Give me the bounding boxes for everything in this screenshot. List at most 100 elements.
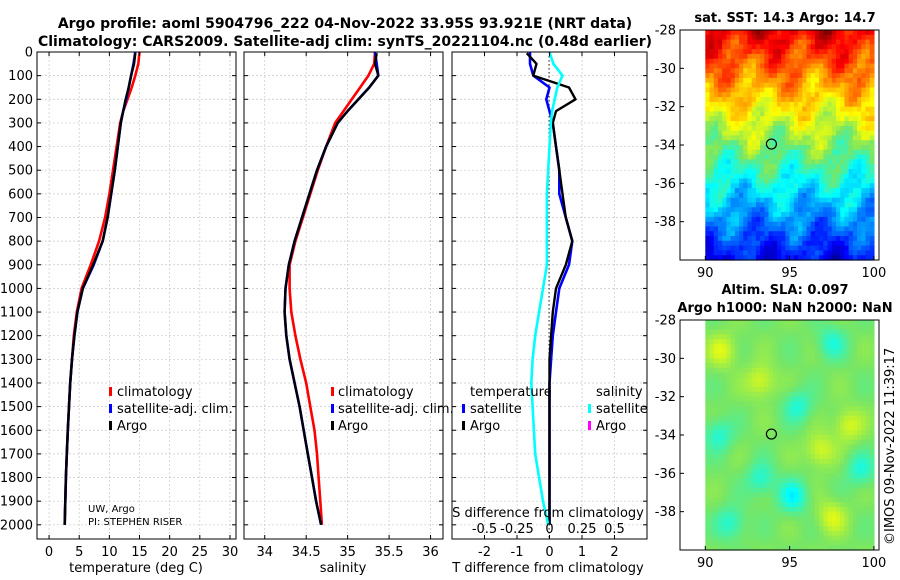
map-cell — [865, 339, 871, 345]
map-cell — [755, 135, 761, 141]
map-cell — [772, 140, 778, 146]
map-cell — [713, 111, 719, 117]
map-cell — [785, 339, 791, 345]
map-cell — [760, 30, 765, 36]
map-cell — [823, 339, 829, 345]
map-cell — [751, 240, 757, 247]
map-cell — [760, 135, 765, 141]
map-cell — [726, 58, 732, 65]
map-cell — [764, 197, 770, 204]
map-cell — [785, 221, 791, 228]
map-cell — [840, 492, 846, 498]
map-cell — [865, 329, 871, 335]
map-cell — [827, 377, 833, 383]
map-cell — [734, 101, 740, 108]
map-cell — [806, 530, 812, 537]
map-cell — [848, 236, 854, 242]
map-cell — [789, 449, 795, 455]
map-cell — [726, 121, 732, 127]
map-cell — [831, 329, 837, 335]
map-cell — [857, 458, 862, 465]
map-cell — [848, 411, 854, 417]
map-cell — [726, 92, 732, 98]
map-cell — [823, 255, 829, 261]
map-x-tick-label: 95 — [781, 556, 798, 571]
map-cell — [844, 387, 850, 393]
map-cell — [810, 245, 816, 252]
map-cell — [836, 216, 841, 223]
map-cell — [772, 135, 778, 141]
map-cell — [836, 173, 841, 180]
map-cell — [844, 458, 850, 465]
map-cell — [734, 473, 740, 479]
map-cell — [760, 49, 765, 55]
map-cell — [785, 382, 791, 388]
map-cell — [814, 430, 820, 436]
map-cell — [831, 387, 837, 393]
map-cell — [785, 401, 791, 407]
map-cell — [819, 130, 824, 137]
map-cell — [760, 149, 765, 156]
map-cell — [844, 221, 850, 228]
map-cell — [869, 183, 875, 189]
map-cell — [844, 250, 850, 256]
map-cell — [831, 183, 837, 189]
map-cell — [709, 492, 715, 498]
map-cell — [713, 535, 719, 542]
map-cell — [848, 231, 854, 237]
map-cell — [764, 183, 770, 189]
map-cell — [722, 478, 727, 484]
map-cell — [836, 492, 841, 498]
map-cell — [730, 240, 736, 247]
map-cell — [743, 545, 749, 551]
map-cell — [768, 377, 774, 383]
map-cell — [869, 226, 875, 232]
map-cell — [865, 221, 871, 228]
map-cell — [747, 511, 753, 518]
map-cell — [751, 449, 757, 455]
map-cell — [814, 168, 820, 175]
map-cell — [734, 202, 740, 208]
map-cell — [852, 530, 858, 537]
map-cell — [776, 506, 782, 513]
map-cell — [785, 130, 791, 137]
map-cell — [852, 320, 858, 326]
map-cell — [709, 92, 715, 98]
map-cell — [831, 444, 837, 450]
map-cell — [857, 329, 862, 335]
map-cell — [810, 502, 816, 508]
map-cell — [798, 329, 803, 335]
map-cell — [844, 245, 850, 252]
map-cell — [726, 226, 732, 232]
map-cell — [848, 207, 854, 213]
y-tick-label: 700 — [8, 211, 33, 226]
map-cell — [726, 231, 732, 237]
map-cell — [802, 207, 808, 213]
map-cell — [705, 197, 711, 204]
map-cell — [814, 396, 820, 403]
map-cell — [806, 159, 812, 165]
map-cell — [861, 192, 867, 199]
map-cell — [802, 178, 808, 184]
map-cell — [726, 111, 732, 117]
map-cell — [806, 506, 812, 513]
map-cell — [747, 545, 753, 551]
map-cell — [814, 207, 820, 213]
map-cell — [819, 168, 824, 175]
map-cell — [726, 197, 732, 204]
map-cell — [819, 339, 824, 345]
map-cell — [730, 535, 736, 542]
map-cell — [772, 207, 778, 213]
map-cell — [726, 497, 732, 503]
map-cell — [764, 358, 770, 364]
map-cell — [831, 406, 837, 412]
map-cell — [810, 382, 816, 388]
map-cell — [730, 343, 736, 350]
map-cell — [776, 58, 782, 65]
map-cell — [861, 202, 867, 208]
map-cell — [772, 44, 778, 50]
map-cell — [755, 387, 761, 393]
map-cell — [823, 34, 829, 41]
map-cell — [852, 511, 858, 518]
map-cell — [861, 92, 867, 98]
